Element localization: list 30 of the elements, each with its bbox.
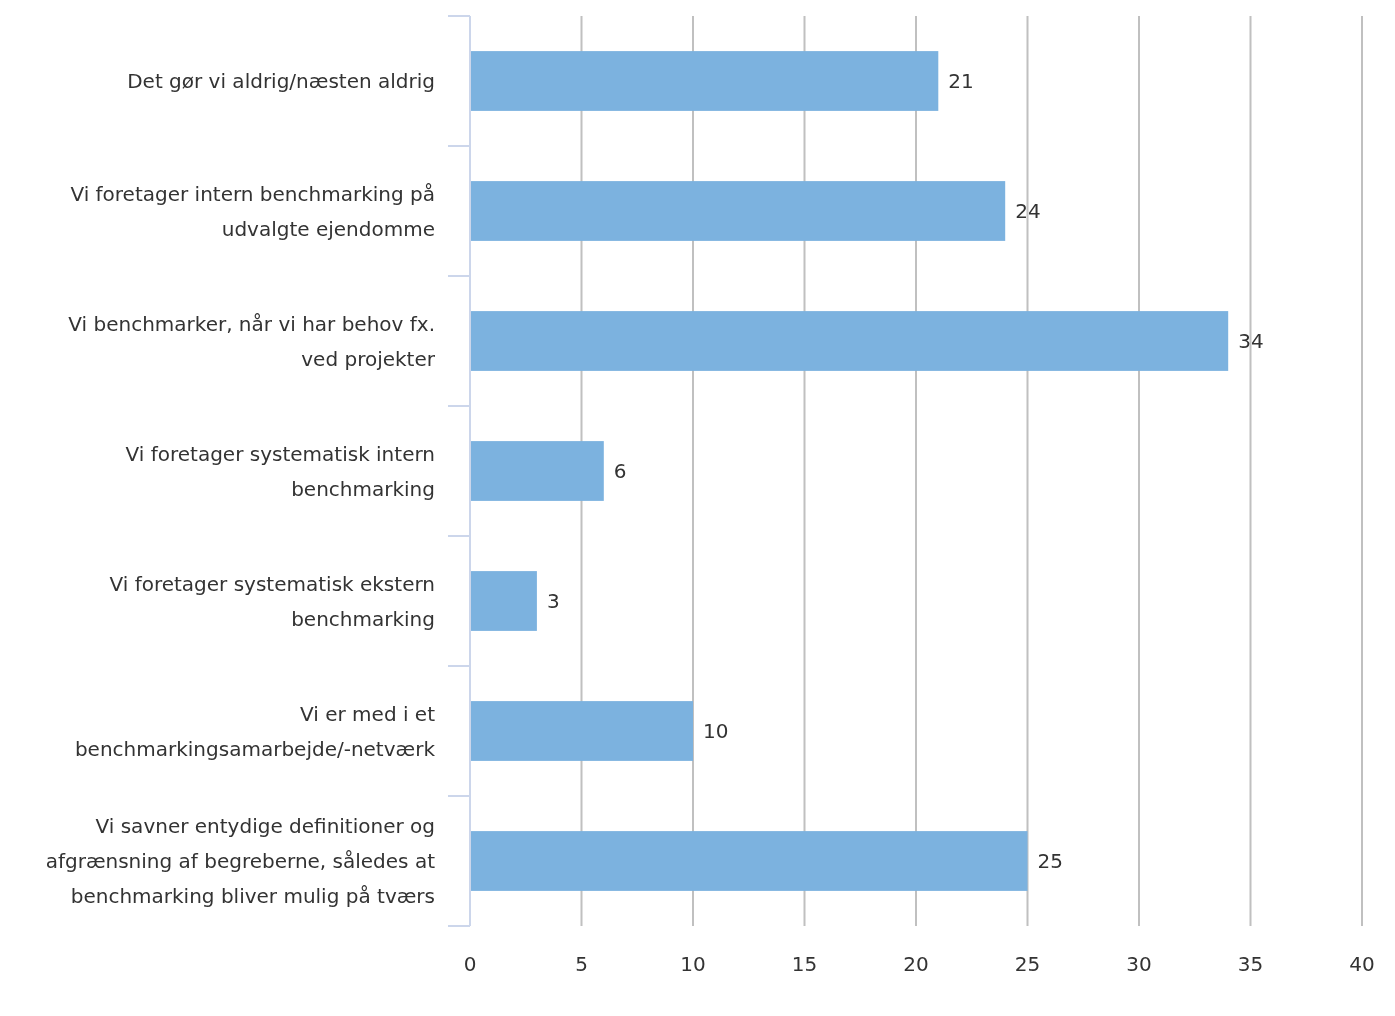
x-tick-label: 15 [791, 952, 818, 976]
data-label: 3 [546, 589, 560, 613]
x-tick-label: 40 [1349, 952, 1375, 976]
x-tick-label: 25 [1014, 952, 1041, 976]
y-tick-label: Det gør vi aldrig/næsten aldrig [127, 69, 435, 93]
y-tick-label: Vi er med i et benchmarkingsamarbejde/-netværk [74, 701, 436, 761]
data-label: 21 [948, 69, 974, 93]
bar [470, 51, 939, 111]
y-tick-label: Vi foretager systematisk intern benchmarking [125, 441, 435, 501]
y-tick-label: Vi foretager systematisk ekstern benchmarking [109, 571, 435, 631]
x-tick-label: 5 [575, 952, 588, 976]
x-tick-label: 20 [903, 952, 929, 976]
x-tick-label: 35 [1237, 952, 1264, 976]
x-tick-label: 0 [463, 952, 477, 976]
x-tick-label: 10 [680, 952, 706, 976]
data-label: 10 [703, 719, 729, 743]
bar [470, 701, 693, 761]
data-label: 6 [613, 459, 627, 483]
bar [470, 571, 537, 631]
bar [470, 181, 1006, 241]
y-tick-label: Vi benchmarker, når vi har behov fx. ved projekter [68, 311, 436, 371]
x-tick-label: 30 [1126, 952, 1152, 976]
data-label: 24 [1015, 199, 1041, 223]
data-label: 25 [1037, 849, 1063, 873]
data-label: 34 [1238, 329, 1264, 353]
bar [470, 441, 604, 501]
y-tick-label: Vi savner entydige definitioner og afgrænsning af begreberne, således at benchmarking bliver mulig på tværs [45, 814, 436, 908]
bar [470, 831, 1028, 891]
bar [470, 311, 1229, 371]
y-tick-label: Vi foretager intern benchmarking på udvalgte ejendomme [70, 181, 435, 241]
